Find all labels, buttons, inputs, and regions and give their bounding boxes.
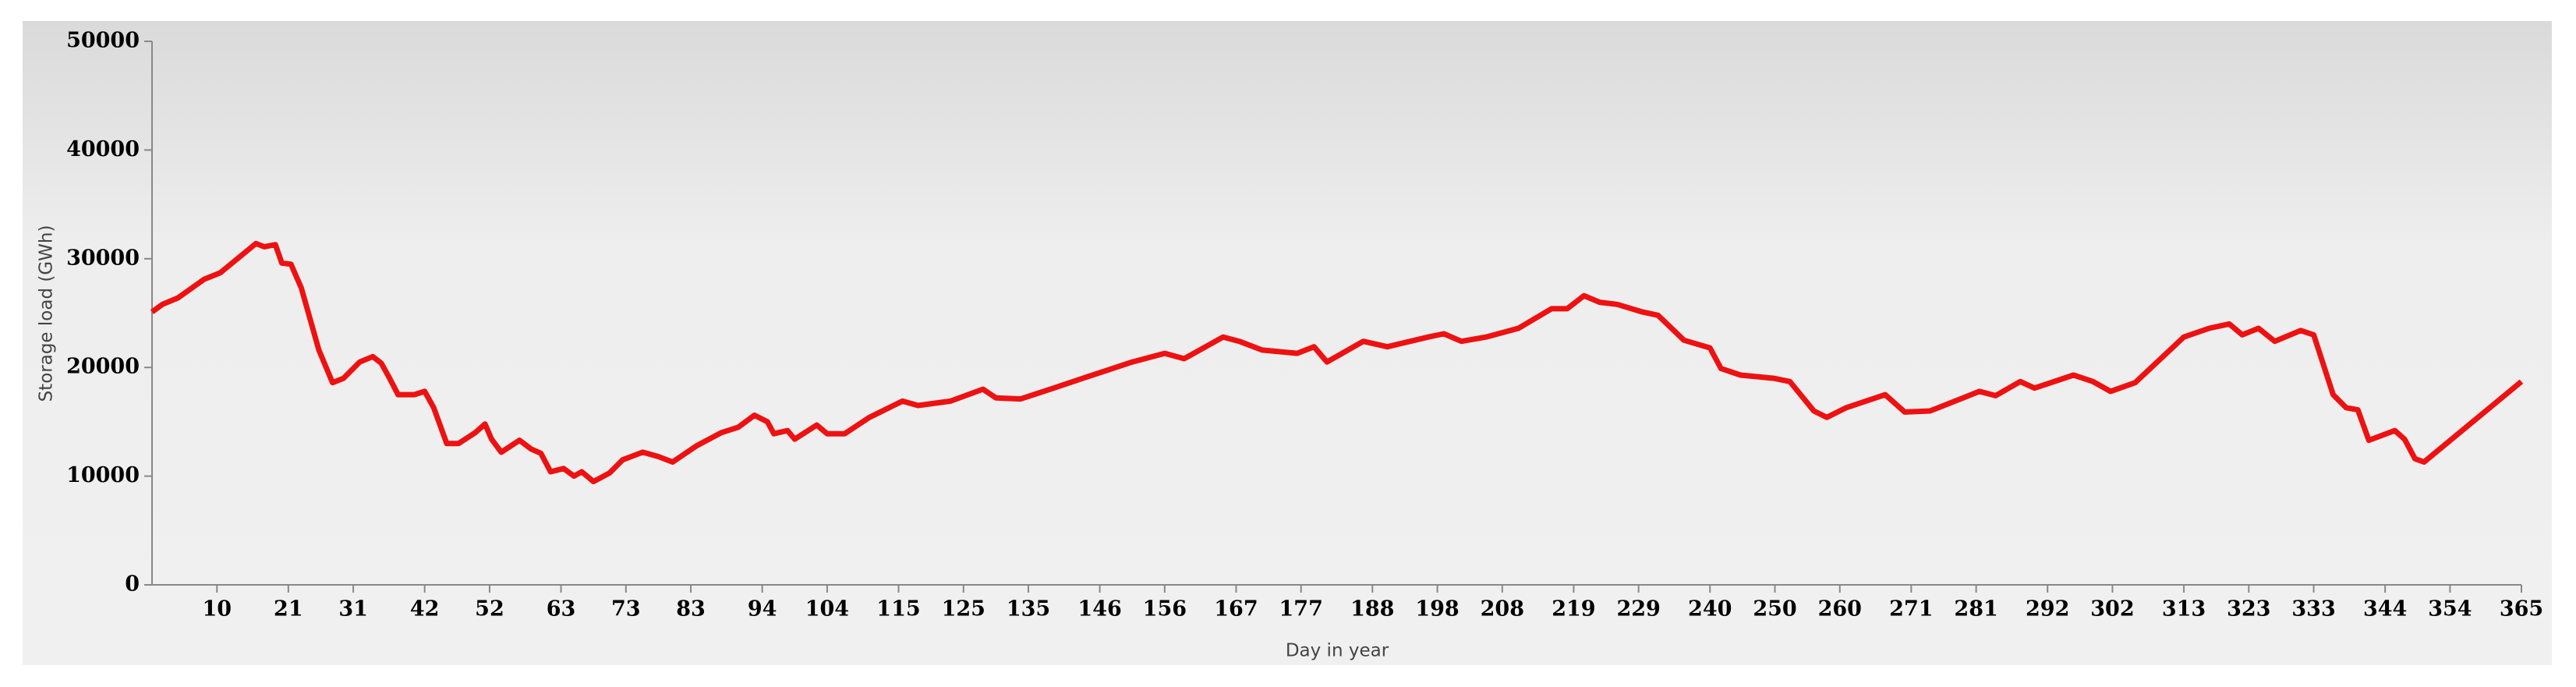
x-tick-label: 73: [611, 597, 641, 621]
x-tick-label: 271: [1889, 597, 1933, 621]
x-tick-label: 219: [1552, 597, 1595, 621]
y-tick-label: 0: [125, 572, 140, 597]
x-tick-label: 323: [2227, 597, 2270, 621]
chart-background: [23, 21, 2552, 665]
x-tick-label: 250: [1753, 597, 1796, 621]
x-tick-label: 104: [805, 597, 849, 621]
x-tick-label: 240: [1688, 597, 1732, 621]
y-tick-label: 10000: [66, 463, 140, 487]
x-tick-label: 177: [1279, 597, 1323, 621]
x-tick-label: 21: [274, 597, 303, 621]
x-tick-label: 42: [410, 597, 440, 621]
x-tick-label: 156: [1143, 597, 1187, 621]
x-tick-label: 31: [338, 597, 368, 621]
x-tick-label: 146: [1077, 597, 1121, 621]
x-tick-label: 208: [1481, 597, 1524, 621]
y-tick-label: 40000: [66, 137, 140, 161]
x-tick-label: 125: [942, 597, 985, 621]
x-tick-label: 313: [2162, 597, 2206, 621]
x-tick-label: 10: [202, 597, 232, 621]
x-tick-label: 63: [547, 597, 576, 621]
x-tick-label: 281: [1954, 597, 1997, 621]
x-tick-label: 354: [2428, 597, 2472, 621]
y-tick-label: 30000: [66, 246, 140, 270]
x-tick-label: 52: [475, 597, 504, 621]
x-tick-label: 292: [2026, 597, 2069, 621]
x-tick-label: 260: [1818, 597, 1862, 621]
x-tick-label: 115: [876, 597, 920, 621]
data-line: [150, 240, 2524, 485]
x-tick-label: 135: [1007, 597, 1050, 621]
x-tick-label: 94: [748, 597, 777, 621]
x-tick-label: 83: [676, 597, 706, 621]
y-axis-label: Storage load (GWh): [37, 225, 57, 402]
x-tick-label: 333: [2291, 597, 2335, 621]
x-tick-label: 365: [2500, 597, 2543, 621]
y-tick-label: 20000: [66, 355, 140, 379]
x-tick-label: 167: [1214, 597, 1258, 621]
y-tick-label: 50000: [66, 29, 140, 53]
x-tick-label: 229: [1616, 597, 1660, 621]
x-tick-label: 344: [2363, 597, 2407, 621]
x-axis-label: Day in year: [1286, 641, 1389, 661]
x-tick-label: 188: [1350, 597, 1394, 621]
x-tick-label: 198: [1415, 597, 1459, 621]
x-tick-label: 302: [2090, 597, 2134, 621]
